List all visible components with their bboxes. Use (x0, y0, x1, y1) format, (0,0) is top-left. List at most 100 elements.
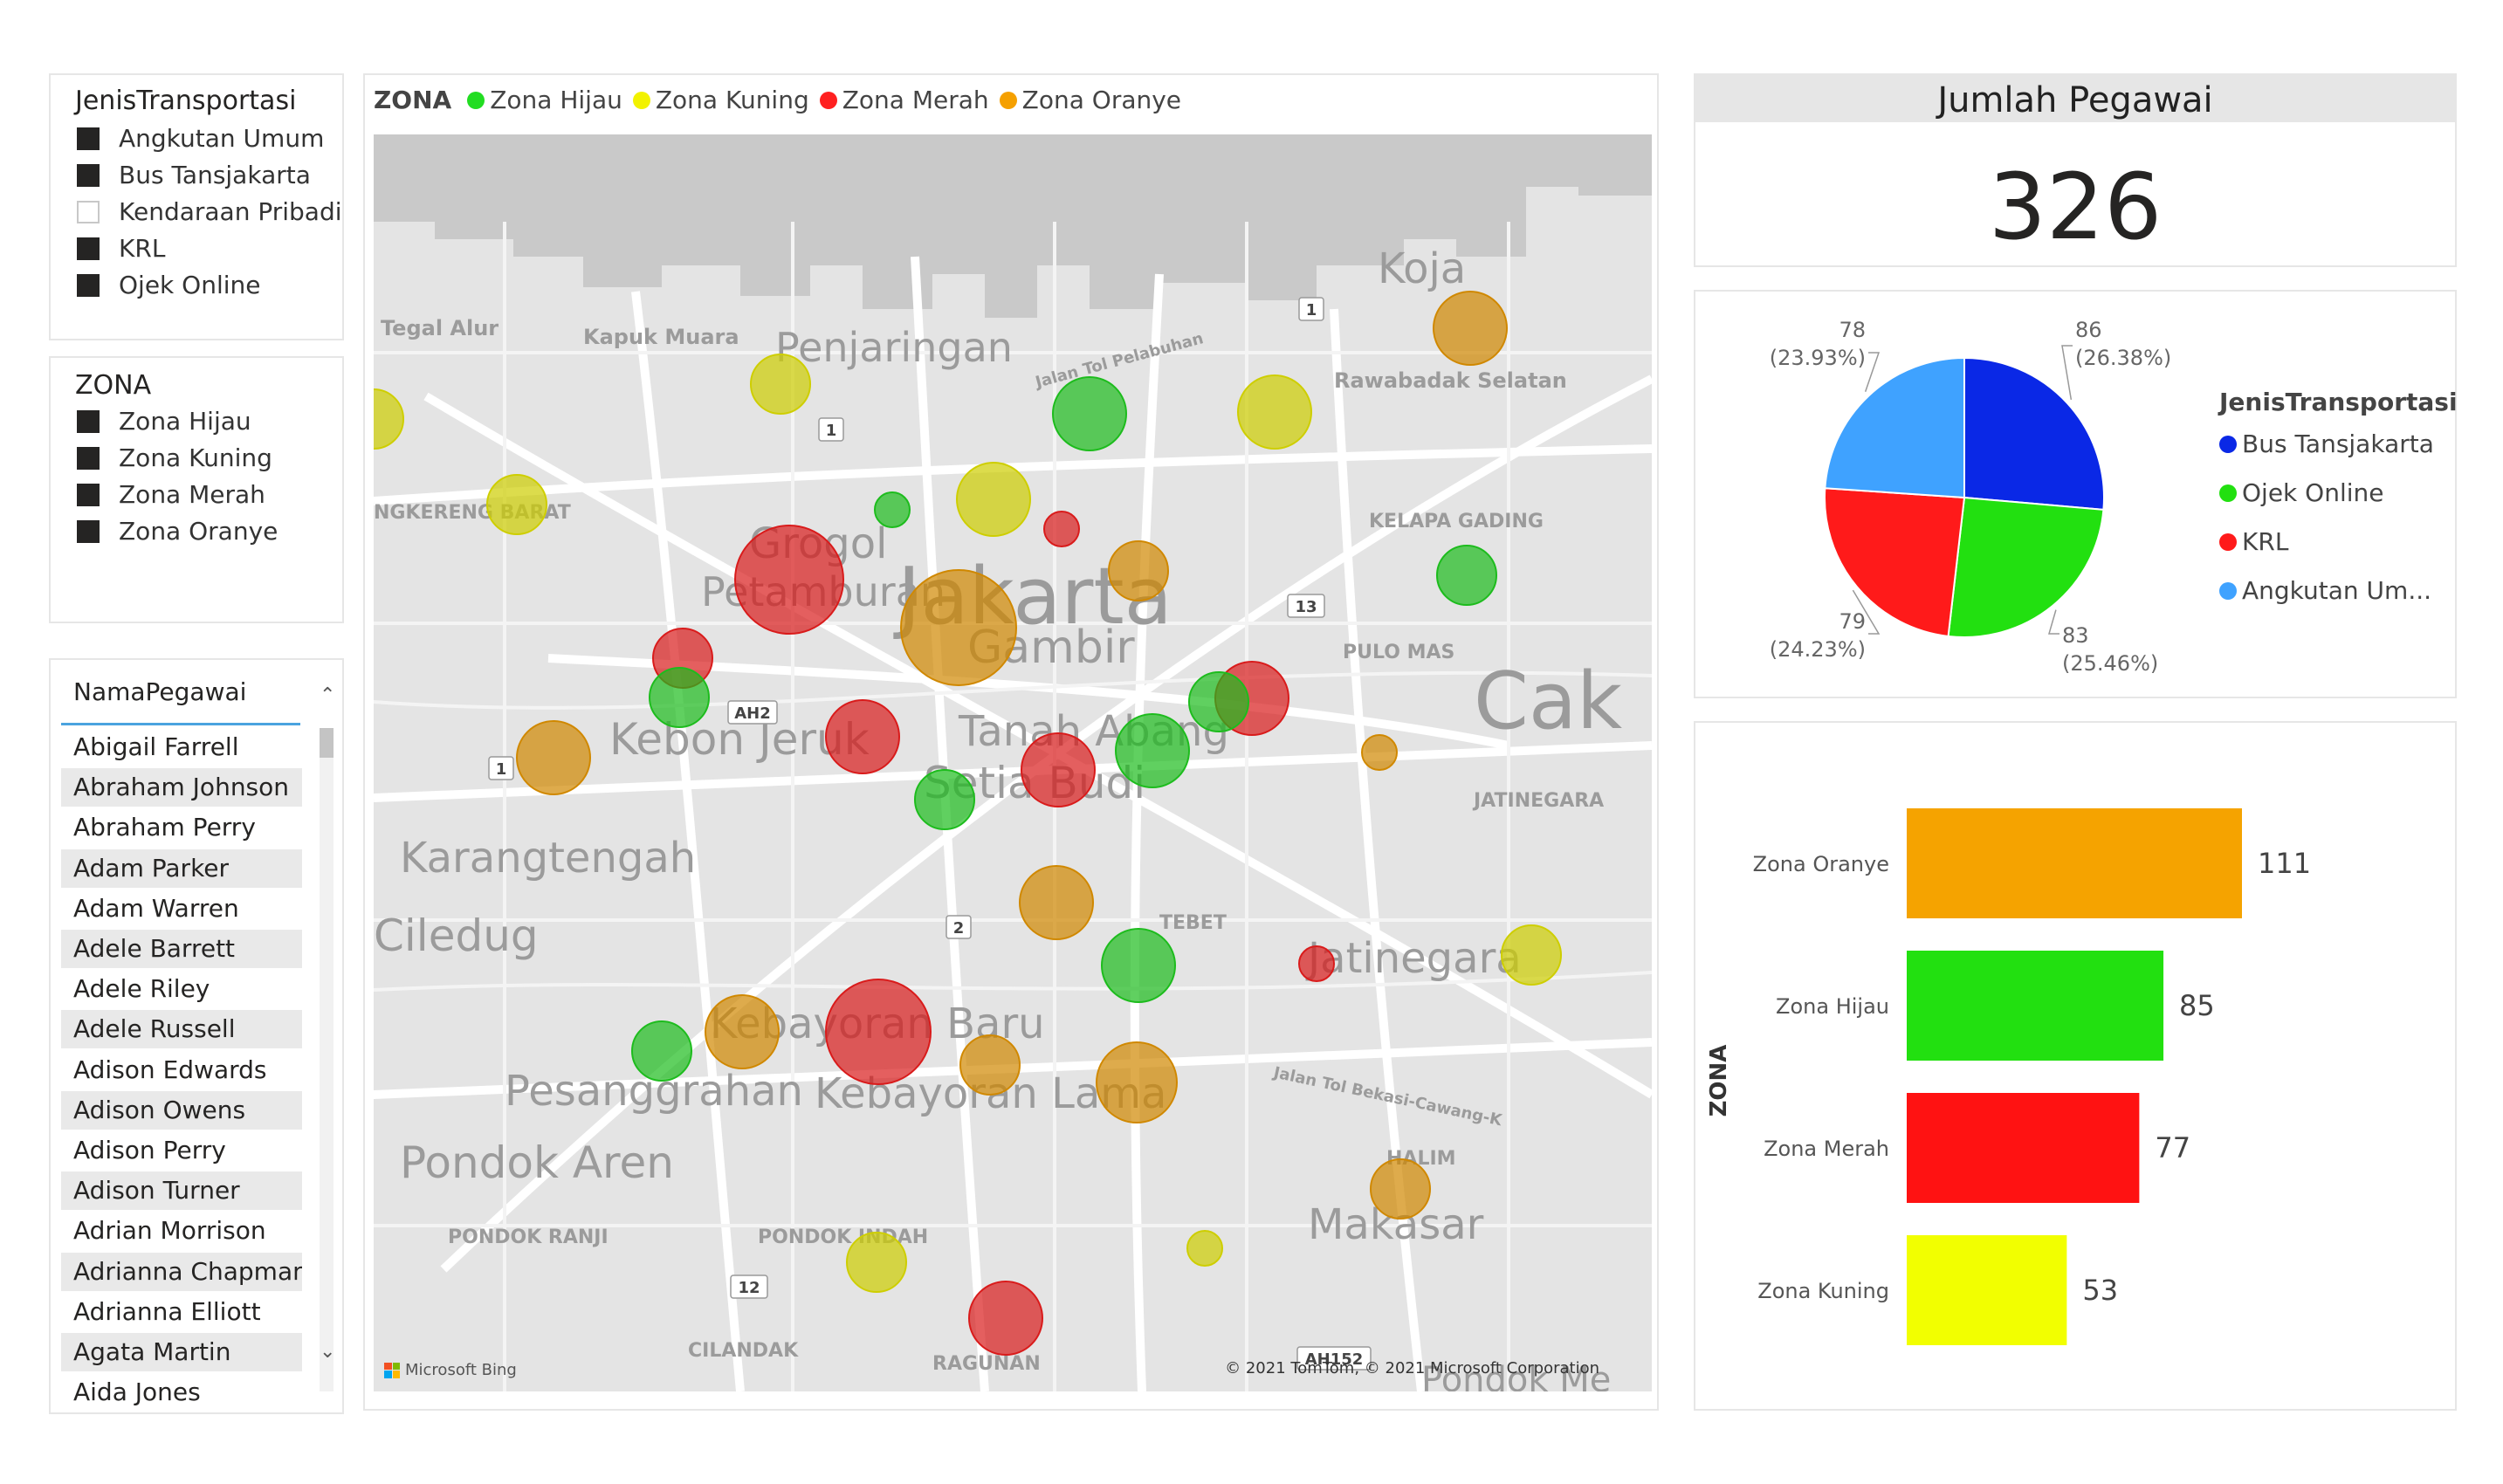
map-bubble-zona-merah[interactable] (968, 1281, 1043, 1356)
list-item[interactable]: Agata Martin (61, 1333, 302, 1371)
list-item[interactable]: Adam Parker (61, 848, 302, 888)
map-legend-item-zona-merah[interactable]: Zona Merah (819, 86, 989, 114)
bar-zona-kuning[interactable] (1907, 1235, 2067, 1345)
bar-zona-oranye[interactable] (1907, 808, 2242, 918)
map-bubble-zona-hijau[interactable] (1188, 671, 1249, 732)
pie-legend-item-bus-tansjakarta[interactable]: Bus Tansjakarta (2219, 429, 2434, 458)
checkbox[interactable] (77, 163, 100, 187)
checkbox[interactable] (77, 200, 100, 223)
list-item[interactable]: Adele Barrett (61, 930, 302, 968)
zona-slicer-title: ZONA (75, 370, 152, 401)
map-bubble-zona-kuning[interactable] (1237, 374, 1312, 450)
transport-item-ojek-online[interactable]: Ojek Online (77, 271, 260, 299)
map-bubble-zona-oranye[interactable] (1096, 1041, 1178, 1123)
map-bubble-zona-merah[interactable] (825, 979, 932, 1085)
checkbox[interactable] (77, 483, 100, 506)
checkbox[interactable] (77, 519, 100, 543)
pie-legend-label: Bus Tansjakarta (2242, 429, 2434, 458)
list-item[interactable]: Adison Turner (61, 1171, 302, 1211)
pie-slice-angkutan-umum[interactable] (1824, 356, 1965, 499)
map-bubble-zona-oranye[interactable] (1433, 291, 1508, 366)
pie-legend-item-ojek-online[interactable]: Ojek Online (2219, 478, 2383, 507)
map-bubble-zona-oranye[interactable] (1019, 865, 1094, 940)
pie-slice-ojek-online[interactable] (1947, 496, 2105, 638)
zona-item-zona-merah[interactable]: Zona Merah (77, 480, 265, 509)
list-header[interactable]: NamaPegawai (61, 669, 300, 725)
list-item[interactable]: Adele Riley (73, 974, 210, 1004)
map-place-label: CILANDAK (688, 1340, 799, 1362)
map-legend-item-zona-kuning[interactable]: Zona Kuning (632, 86, 809, 114)
map-bubble-zona-hijau[interactable] (631, 1020, 692, 1082)
map-bubble-zona-oranye[interactable] (1370, 1158, 1431, 1219)
list-item[interactable]: Aida Jones (73, 1378, 201, 1407)
zona-item-zona-oranye[interactable]: Zona Oranye (77, 517, 278, 546)
list-item[interactable]: Adam Warren (73, 893, 239, 923)
transport-item-angkutan-umum[interactable]: Angkutan Umum (77, 124, 324, 153)
bar-value-label: 77 (2155, 1131, 2190, 1165)
list-item[interactable]: Abraham Perry (73, 813, 256, 842)
list-item[interactable]: Adrianna Chapman (61, 1252, 302, 1291)
checkbox[interactable] (77, 446, 100, 470)
map-bubble-zona-kuning[interactable] (486, 474, 547, 535)
map-bubble-zona-oranye[interactable] (900, 569, 1017, 686)
list-scrollbar[interactable] (320, 728, 334, 1391)
checkbox[interactable] (77, 127, 100, 150)
pie-data-label-percent: (25.46%) (2062, 651, 2158, 676)
map-bubble-zona-hijau[interactable] (1115, 713, 1190, 788)
zona-item-zona-hijau[interactable]: Zona Hijau (77, 407, 251, 436)
map-bubble-zona-oranye[interactable] (705, 994, 780, 1069)
transport-item-krl[interactable]: KRL (77, 234, 165, 263)
zona-item-zona-kuning[interactable]: Zona Kuning (77, 443, 272, 472)
map-bubble-zona-oranye[interactable] (1108, 540, 1169, 601)
map-bubble-zona-hijau[interactable] (874, 491, 911, 528)
map-bubble-zona-hijau[interactable] (914, 769, 975, 830)
zona-item-label: Zona Hijau (119, 407, 251, 436)
chevron-down-icon[interactable]: ⌄ (320, 1341, 336, 1363)
map-bubble-zona-hijau[interactable] (649, 667, 710, 728)
bar-zona-hijau[interactable] (1907, 951, 2164, 1061)
map-bubble-zona-merah[interactable] (1021, 732, 1096, 807)
bar-zona-merah[interactable] (1907, 1093, 2140, 1203)
list-item[interactable]: Adison Perry (73, 1136, 226, 1165)
map-bubble-zona-merah[interactable] (1043, 511, 1080, 547)
pie-leader-line (1852, 589, 1881, 635)
pie-slice-bus-tansjakarta[interactable] (1963, 356, 2105, 511)
map-legend-item-zona-hijau[interactable]: Zona Hijau (467, 86, 622, 114)
list-item[interactable]: Adele Russell (61, 1010, 302, 1049)
map-bubble-zona-kuning[interactable] (750, 354, 811, 415)
list-item[interactable]: Adison Edwards (73, 1055, 267, 1084)
map-bubble-zona-merah[interactable] (734, 525, 844, 635)
checkbox[interactable] (77, 237, 100, 260)
map-canvas[interactable]: Tegal Alur Kapuk Muara Penjaringan Koja Rawa… (374, 134, 1652, 1391)
map-bubble-zona-kuning[interactable] (846, 1232, 907, 1293)
map-bubble-zona-kuning[interactable] (1501, 924, 1562, 986)
pie-legend-item-krl[interactable]: KRL (2219, 527, 2288, 556)
list-item[interactable]: Adison Owens (61, 1090, 302, 1130)
list-item[interactable]: Abigail Farrell (73, 732, 239, 761)
map-bubble-zona-oranye[interactable] (959, 1034, 1021, 1096)
map-bubble-zona-hijau[interactable] (1101, 928, 1176, 1003)
scrollbar-thumb[interactable] (320, 728, 334, 758)
map-bubble-zona-kuning[interactable] (1186, 1230, 1223, 1267)
checkbox[interactable] (77, 273, 100, 297)
pie-slice-krl[interactable] (1824, 487, 1966, 638)
map-legend-item-zona-oranye[interactable]: Zona Oranye (999, 86, 1181, 114)
map-bubble-zona-kuning[interactable] (374, 388, 404, 450)
map-bubble-zona-merah[interactable] (825, 699, 900, 774)
map-svg[interactable]: Tegal Alur Kapuk Muara Penjaringan Koja Rawa… (374, 134, 1652, 1391)
map-bubble-zona-hijau[interactable] (1436, 545, 1497, 606)
list-item[interactable]: Adrian Morrison (73, 1216, 266, 1246)
map-bubble-zona-merah[interactable] (1298, 945, 1335, 982)
checkbox[interactable] (77, 409, 100, 433)
map-bubble-zona-oranye[interactable] (516, 720, 591, 795)
map-bubble-zona-hijau[interactable] (1052, 376, 1127, 451)
map-bubble-zona-kuning[interactable] (956, 462, 1031, 537)
pie-legend-item-angkutan-umum[interactable]: Angkutan Um... (2219, 576, 2431, 605)
transport-item-bus-tansjakarta[interactable]: Bus Tansjakarta (77, 161, 311, 189)
transport-item-kendaraan-pribadi[interactable]: Kendaraan Pribadi (77, 197, 342, 226)
map-bubble-zona-oranye[interactable] (1361, 734, 1398, 771)
list-item[interactable]: Abraham Johnson (61, 768, 302, 807)
chevron-up-icon[interactable]: ⌃ (320, 684, 336, 706)
map-place-label: Ciledug (374, 910, 539, 961)
list-item[interactable]: Adrianna Elliott (73, 1296, 261, 1326)
